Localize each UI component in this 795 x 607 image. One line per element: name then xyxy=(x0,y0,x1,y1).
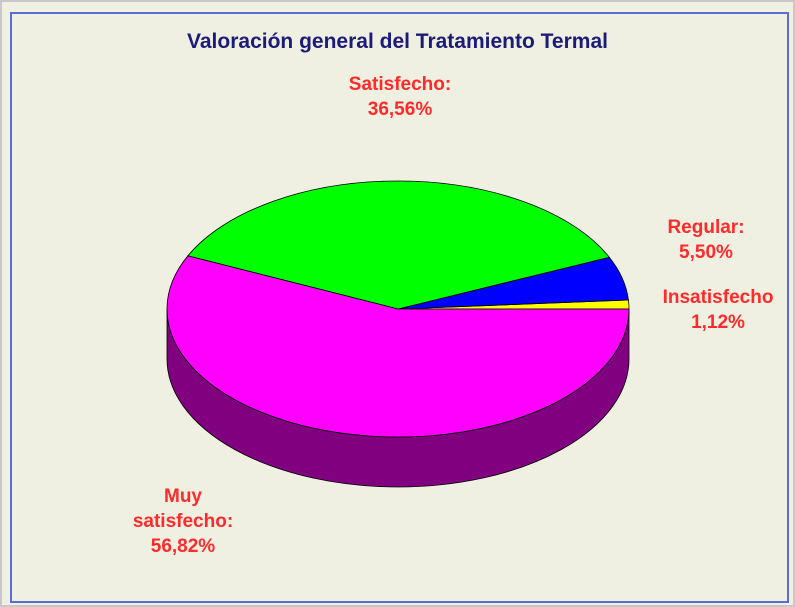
slice-label: Satisfecho: 36,56% xyxy=(349,72,451,122)
chart-title: Valoración general del Tratamiento Terma… xyxy=(187,30,608,53)
category-label: Muy satisfecho: xyxy=(132,486,234,532)
category-label: Regular: xyxy=(667,217,745,238)
category-label: Satisfecho: xyxy=(348,74,452,95)
slice-label: Insatisfecho 1,12% xyxy=(663,285,774,335)
chart-border xyxy=(10,12,789,603)
slice xyxy=(187,180,611,310)
value-label: 36,56% xyxy=(367,99,433,120)
value-label: 56,82% xyxy=(150,536,216,557)
slice-label: Muy satisfecho: 56,82% xyxy=(123,484,243,559)
slice-label: Regular: 5,50% xyxy=(667,215,744,265)
category-label: Insatisfecho xyxy=(662,287,774,308)
value-label: 5,50% xyxy=(679,242,733,263)
slice xyxy=(166,255,630,438)
value-label: 1,12% xyxy=(691,312,745,333)
